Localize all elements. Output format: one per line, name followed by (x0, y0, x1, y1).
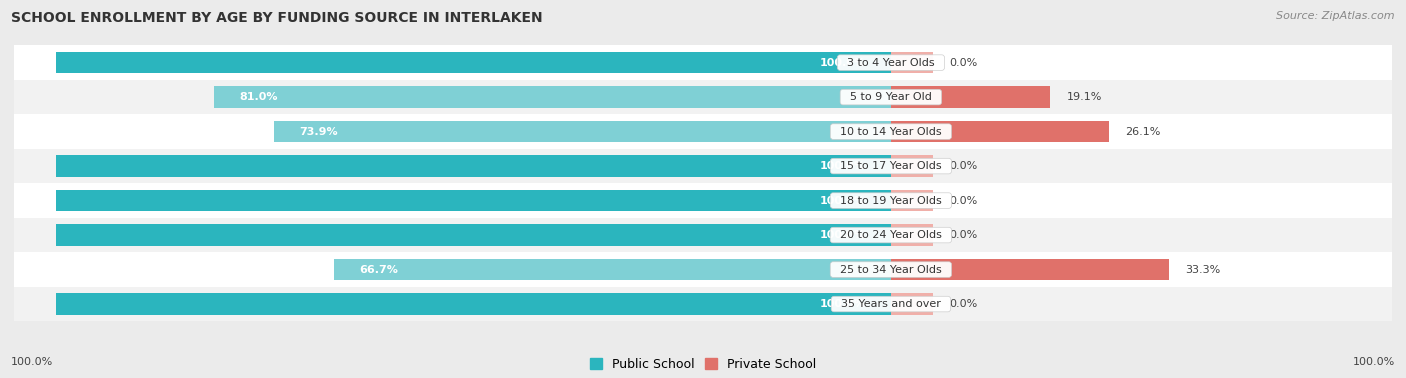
Text: 33.3%: 33.3% (1185, 265, 1220, 274)
Bar (56, 293, 891, 315)
Text: 66.7%: 66.7% (359, 265, 398, 274)
Bar (56, 52, 891, 73)
Bar (891, 225, 932, 246)
Text: 25 to 34 Year Olds: 25 to 34 Year Olds (832, 265, 949, 274)
Bar (891, 190, 932, 211)
Text: 73.9%: 73.9% (299, 127, 337, 136)
Text: 5 to 9 Year Old: 5 to 9 Year Old (844, 92, 939, 102)
Text: 15 to 17 Year Olds: 15 to 17 Year Olds (834, 161, 949, 171)
Text: 0.0%: 0.0% (949, 57, 977, 68)
Bar (56, 155, 891, 177)
Text: 100.0%: 100.0% (820, 57, 866, 68)
Text: 100.0%: 100.0% (820, 299, 866, 309)
Bar (14, 287, 1392, 321)
Text: 0.0%: 0.0% (949, 299, 977, 309)
Text: 100.0%: 100.0% (1353, 357, 1395, 367)
Bar (56, 190, 891, 211)
Text: 0.0%: 0.0% (949, 230, 977, 240)
Bar (14, 183, 1392, 218)
Bar (14, 114, 1392, 149)
Text: 20 to 24 Year Olds: 20 to 24 Year Olds (832, 230, 949, 240)
Bar (274, 121, 891, 142)
Text: 0.0%: 0.0% (949, 195, 977, 206)
Bar (14, 218, 1392, 253)
Text: 19.1%: 19.1% (1067, 92, 1102, 102)
Text: 100.0%: 100.0% (820, 161, 866, 171)
Bar (891, 52, 932, 73)
Bar (215, 87, 891, 108)
Text: 18 to 19 Year Olds: 18 to 19 Year Olds (832, 195, 949, 206)
Bar (891, 121, 1109, 142)
Text: 100.0%: 100.0% (820, 195, 866, 206)
Bar (56, 225, 891, 246)
Text: 35 Years and over: 35 Years and over (834, 299, 948, 309)
Text: 0.0%: 0.0% (949, 161, 977, 171)
Legend: Public School, Private School: Public School, Private School (585, 353, 821, 376)
Bar (891, 87, 1050, 108)
Bar (14, 149, 1392, 183)
Bar (14, 45, 1392, 80)
Text: 26.1%: 26.1% (1126, 127, 1161, 136)
Bar (891, 155, 932, 177)
Bar (891, 293, 932, 315)
Text: 100.0%: 100.0% (11, 357, 53, 367)
Text: Source: ZipAtlas.com: Source: ZipAtlas.com (1277, 11, 1395, 21)
Text: 81.0%: 81.0% (239, 92, 278, 102)
Bar (333, 259, 891, 280)
Text: SCHOOL ENROLLMENT BY AGE BY FUNDING SOURCE IN INTERLAKEN: SCHOOL ENROLLMENT BY AGE BY FUNDING SOUR… (11, 11, 543, 25)
Text: 100.0%: 100.0% (820, 230, 866, 240)
Bar (14, 80, 1392, 114)
Text: 3 to 4 Year Olds: 3 to 4 Year Olds (839, 57, 942, 68)
Bar (891, 259, 1168, 280)
Text: 10 to 14 Year Olds: 10 to 14 Year Olds (834, 127, 949, 136)
Bar (14, 253, 1392, 287)
